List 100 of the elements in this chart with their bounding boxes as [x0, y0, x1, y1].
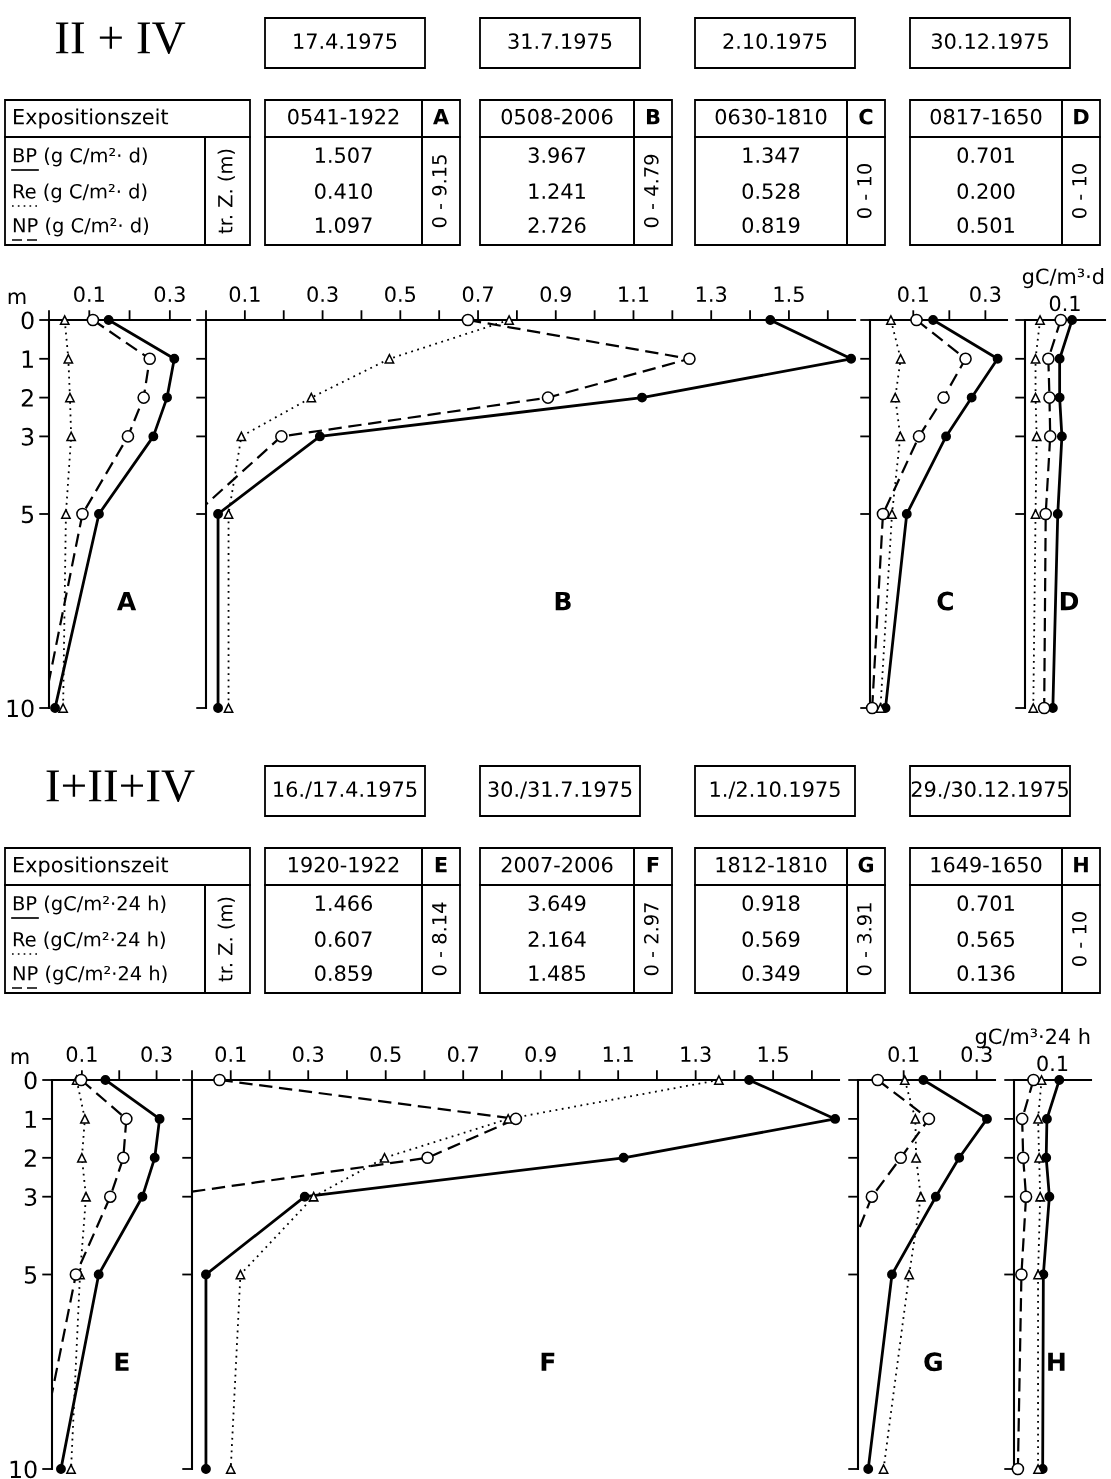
- text: 1812-1810: [716, 856, 827, 873]
- text: 17.4.1975: [294, 33, 397, 50]
- x-tick-label: 0.3: [293, 1046, 324, 1063]
- text: 0.859: [315, 965, 372, 982]
- x-tick-label: 0.1: [215, 1046, 246, 1063]
- text: BP (g C/m²· d): [13, 147, 147, 167]
- text: 0.569: [742, 931, 800, 948]
- text: 29./30.12.1975: [911, 781, 1068, 799]
- text: NP (gC/m²·24 h): [13, 965, 167, 985]
- text: 30.12.1975: [931, 33, 1048, 50]
- text: F: [647, 857, 659, 873]
- x-tick-label: 0.9: [525, 1046, 556, 1063]
- text: 0 - 10: [1071, 912, 1087, 966]
- text: 1.507: [315, 147, 372, 164]
- text: 2.726: [528, 217, 586, 234]
- annotation: F: [541, 1352, 555, 1371]
- text: NP (g C/m²· d): [13, 217, 149, 237]
- x-tick-label: 1.1: [619, 286, 649, 302]
- x-tick-label: 1.3: [681, 1046, 711, 1063]
- y-tick-label: 5: [24, 1266, 37, 1284]
- y-tick-label: 10: [10, 1460, 37, 1479]
- text: 1.241: [529, 183, 585, 199]
- annotation: E: [115, 1352, 129, 1371]
- text: 0 - 4.79: [643, 154, 659, 228]
- text: 1.097: [315, 217, 372, 234]
- text: 0 - 9.15: [431, 155, 447, 228]
- y-tick-label: 0: [24, 1071, 37, 1090]
- text: 2.10.1975: [723, 33, 827, 50]
- text: 0.410: [315, 183, 372, 200]
- x-tick-label: 0.3: [307, 286, 338, 303]
- x-tick-label: 1.5: [774, 286, 804, 303]
- text: 3.967: [528, 147, 586, 164]
- annotation: A: [117, 591, 137, 611]
- y-axis-title: m: [8, 292, 26, 305]
- y-tick-label: 0: [21, 311, 34, 330]
- text: Re (gC/m²·24 h): [13, 931, 165, 951]
- annotation: D: [1060, 591, 1079, 611]
- x-tick-label: 0.3: [154, 286, 185, 303]
- text: Re (g C/m²· d): [13, 183, 147, 203]
- text: 0 - 8.14: [431, 902, 447, 976]
- text: tr. Z. (m): [217, 149, 235, 234]
- text: 0.501: [957, 217, 1014, 234]
- text: 0508-2006: [501, 108, 613, 125]
- text: I+II+IV: [46, 770, 195, 803]
- x-tick-label: 0.5: [370, 1046, 401, 1063]
- text: 0.528: [742, 183, 800, 200]
- y-tick-label: 10: [7, 699, 34, 718]
- text: H: [1074, 857, 1088, 873]
- text: 0 - 2.97: [643, 903, 659, 976]
- x-tick-label: 0.1: [229, 286, 260, 303]
- text: 0.136: [957, 965, 1015, 982]
- text: 1.466: [315, 895, 373, 912]
- x-tick-label: 0.1: [898, 286, 928, 303]
- text: 0541-1922: [288, 108, 399, 125]
- text: 0 - 10: [856, 164, 872, 218]
- y-tick-label: 3: [24, 1188, 37, 1207]
- text: 3.649: [528, 895, 586, 912]
- x-tick-label: 1.3: [696, 286, 727, 303]
- x-tick-label: 0.5: [385, 286, 416, 303]
- text: E: [435, 857, 447, 873]
- text: Expositionszeit: [14, 856, 169, 877]
- text: D: [1074, 109, 1089, 125]
- x-tick-label: 0.9: [540, 286, 571, 303]
- text: Expositionszeit: [14, 108, 169, 129]
- y-tick-label: 1: [22, 350, 33, 368]
- text: II + IV: [55, 22, 186, 55]
- text: 1./2.10.1975: [710, 781, 840, 799]
- x-tick-label: 0.1: [888, 1046, 919, 1063]
- text: BP (gC/m²·24 h): [13, 895, 166, 915]
- y-tick-label: 2: [21, 389, 33, 407]
- text: 0.918: [742, 895, 800, 912]
- text: 2.164: [528, 931, 586, 948]
- text: 0.349: [742, 965, 800, 982]
- text: 1.485: [529, 965, 585, 982]
- text: 30./31.7.1975: [488, 781, 632, 799]
- text: 31.7.1975: [508, 33, 612, 50]
- y-tick-label: 1: [25, 1110, 36, 1128]
- text: B: [646, 109, 660, 125]
- annotation: C: [937, 591, 953, 611]
- text: G: [858, 856, 874, 873]
- text: 0.200: [957, 183, 1015, 200]
- text: 0.565: [957, 931, 1014, 948]
- y-axis-title: m: [11, 1052, 29, 1064]
- text: 0.701: [957, 147, 1014, 164]
- text: tr. Z. (m): [217, 897, 235, 982]
- text: 16./17.4.1975: [274, 781, 417, 799]
- text: 0.701: [957, 895, 1014, 912]
- annotation: H: [1048, 1352, 1065, 1371]
- x-tick-label: 0.1: [74, 286, 104, 303]
- annotation: G: [924, 1352, 942, 1372]
- text: 1649-1650: [931, 856, 1042, 873]
- text: A: [433, 109, 449, 125]
- text: 0 - 3.91: [856, 903, 872, 976]
- x-tick-label: 0.7: [462, 286, 493, 303]
- text: 1.347: [743, 147, 800, 164]
- text: 0630-1810: [715, 108, 827, 125]
- x-tick-label: 0.3: [970, 286, 1001, 303]
- annotation: B: [555, 591, 571, 611]
- y-tick-label: 5: [21, 505, 34, 524]
- text: 0817-1650: [930, 108, 1042, 125]
